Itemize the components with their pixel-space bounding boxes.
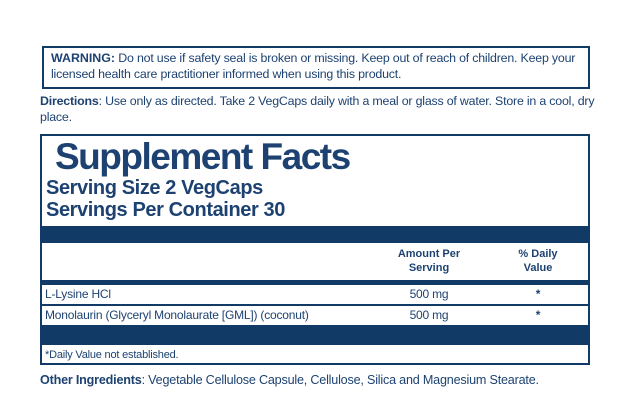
table-row: L-Lysine HCl 500 mg * <box>42 285 588 306</box>
other-ingredients-label: Other Ingredients <box>40 373 142 387</box>
warning-label: WARNING: <box>51 51 116 65</box>
ingredient-amount: 500 mg <box>409 286 449 301</box>
other-ingredients-text: : Vegetable Cellulose Capsule, Cellulose… <box>141 373 539 387</box>
header-rule <box>42 279 588 285</box>
ingredient-name: Monolaurin (Glyceryl Monolaurate [GML]) … <box>45 307 309 322</box>
column-header-amount: Amount Per Serving <box>397 248 461 274</box>
column-header-daily-value: % Daily Value <box>518 248 558 274</box>
directions-text: : Use only as directed. Take 2 VegCaps d… <box>40 94 595 124</box>
servings-per-container: Servings Per Container 30 <box>46 199 285 221</box>
divider-bar-top <box>42 226 588 243</box>
warning-box: WARNING: Do not use if safety seal is br… <box>42 46 590 89</box>
directions-label: Directions <box>40 94 99 108</box>
supplement-facts-title: Supplement Facts <box>55 136 351 177</box>
ingredient-name: L-Lysine HCl <box>45 286 111 301</box>
serving-size: Serving Size 2 VegCaps <box>46 177 263 199</box>
ingredient-daily-value: * <box>535 286 541 301</box>
directions-paragraph: Directions: Use only as directed. Take 2… <box>40 94 596 126</box>
table-header-row: Amount Per Serving % Daily Value <box>42 243 588 280</box>
ingredient-daily-value: * <box>535 307 541 322</box>
other-ingredients-paragraph: Other Ingredients: Vegetable Cellulose C… <box>40 373 610 387</box>
warning-text: Do not use if safety seal is broken or m… <box>51 51 576 81</box>
daily-value-footnote: *Daily Value not established. <box>45 348 179 361</box>
ingredient-amount: 500 mg <box>409 307 449 322</box>
supplement-facts-panel: Supplement Facts Serving Size 2 VegCaps … <box>40 134 590 365</box>
table-row: Monolaurin (Glyceryl Monolaurate [GML]) … <box>42 306 588 325</box>
divider-bar-bottom <box>42 324 588 345</box>
